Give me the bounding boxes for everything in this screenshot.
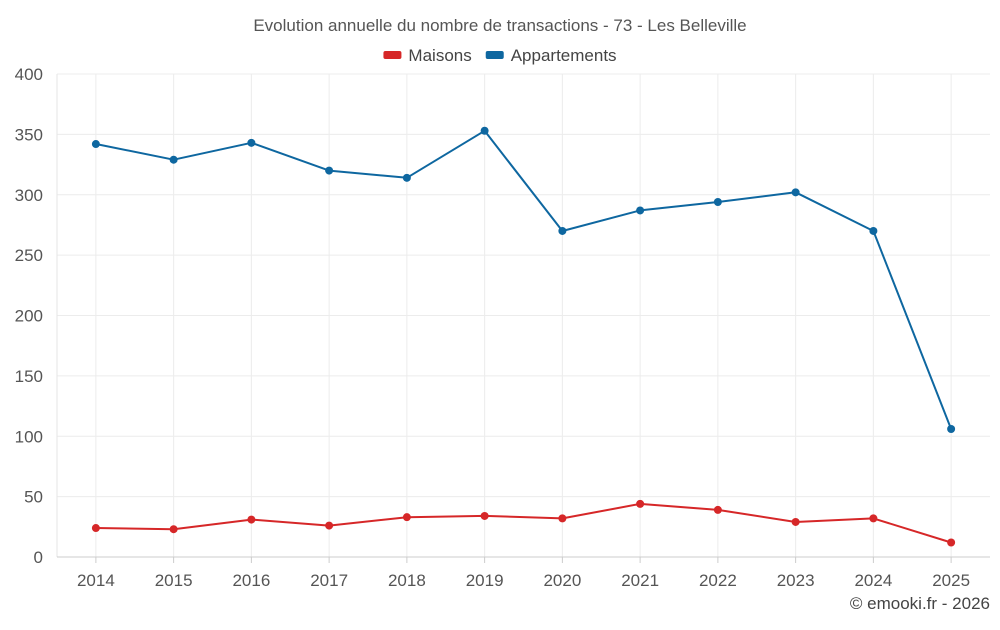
x-tick-label: 2015 [155, 571, 193, 590]
y-tick-label: 0 [34, 548, 43, 567]
data-point-appartements[interactable] [558, 226, 567, 235]
y-tick-label: 400 [15, 65, 43, 84]
legend-label: Maisons [408, 46, 471, 65]
y-tick-label: 250 [15, 246, 43, 265]
credit-text: © emooki.fr - 2026 [850, 594, 990, 613]
legend[interactable]: Maisons Appartements [383, 46, 617, 65]
x-tick-label: 2024 [854, 571, 892, 590]
x-tick-label: 2018 [388, 571, 426, 590]
x-tick-label: 2022 [699, 571, 737, 590]
data-point-appartements[interactable] [402, 173, 411, 182]
data-point-appartements[interactable] [636, 206, 645, 215]
data-point-appartements[interactable] [325, 166, 334, 175]
data-point-maisons[interactable] [169, 525, 178, 534]
y-tick-label: 200 [15, 307, 43, 326]
legend-swatch [485, 51, 504, 59]
y-tick-label: 50 [24, 488, 43, 507]
data-point-appartements[interactable] [947, 425, 956, 434]
x-tick-label: 2023 [777, 571, 815, 590]
x-tick-label: 2025 [932, 571, 970, 590]
data-point-maisons[interactable] [480, 511, 489, 520]
legend-swatch [383, 51, 402, 59]
data-point-maisons[interactable] [869, 514, 878, 523]
y-tick-label: 100 [15, 427, 43, 446]
legend-item-appartements[interactable]: Appartements [485, 46, 617, 65]
data-point-maisons[interactable] [636, 499, 645, 508]
data-point-appartements[interactable] [791, 188, 800, 197]
data-point-maisons[interactable] [947, 538, 956, 547]
chart-title: Evolution annuelle du nombre de transact… [253, 16, 746, 35]
series-line-maisons [95, 502, 952, 544]
data-point-appartements[interactable] [169, 155, 178, 164]
series-appartements [91, 126, 956, 434]
data-point-appartements[interactable] [869, 226, 878, 235]
x-tick-label: 2017 [310, 571, 348, 590]
legend-item-maisons[interactable]: Maisons [383, 46, 472, 65]
legend-label: Appartements [511, 46, 617, 65]
x-tick-label: 2019 [466, 571, 504, 590]
series-maisons [91, 499, 956, 547]
data-point-maisons[interactable] [558, 514, 567, 523]
data-point-maisons[interactable] [402, 513, 411, 522]
data-point-appartements[interactable] [480, 126, 489, 135]
data-point-appartements[interactable] [91, 140, 100, 149]
x-tick-label: 2014 [77, 571, 115, 590]
data-point-maisons[interactable] [325, 521, 334, 530]
series-line-appartements [95, 129, 953, 430]
y-tick-label: 300 [15, 186, 43, 205]
grid [57, 73, 990, 558]
x-tick-label: 2021 [621, 571, 659, 590]
y-tick-label: 150 [15, 367, 43, 386]
x-tick-label: 2016 [232, 571, 270, 590]
data-point-appartements[interactable] [247, 138, 256, 147]
x-axis: 2014 2015 2016 2017 2018 2019 2020 2021 2022 2023… [57, 556, 990, 590]
data-point-maisons[interactable] [91, 524, 100, 533]
y-tick-label: 350 [15, 125, 43, 144]
data-point-appartements[interactable] [713, 197, 722, 206]
data-point-maisons[interactable] [713, 505, 722, 514]
data-point-maisons[interactable] [247, 515, 256, 524]
x-tick-label: 2020 [543, 571, 581, 590]
y-axis: 0 50 100 150 200 250 300 350 400 [15, 65, 58, 567]
data-point-maisons[interactable] [791, 517, 800, 526]
series-layer [91, 126, 956, 547]
